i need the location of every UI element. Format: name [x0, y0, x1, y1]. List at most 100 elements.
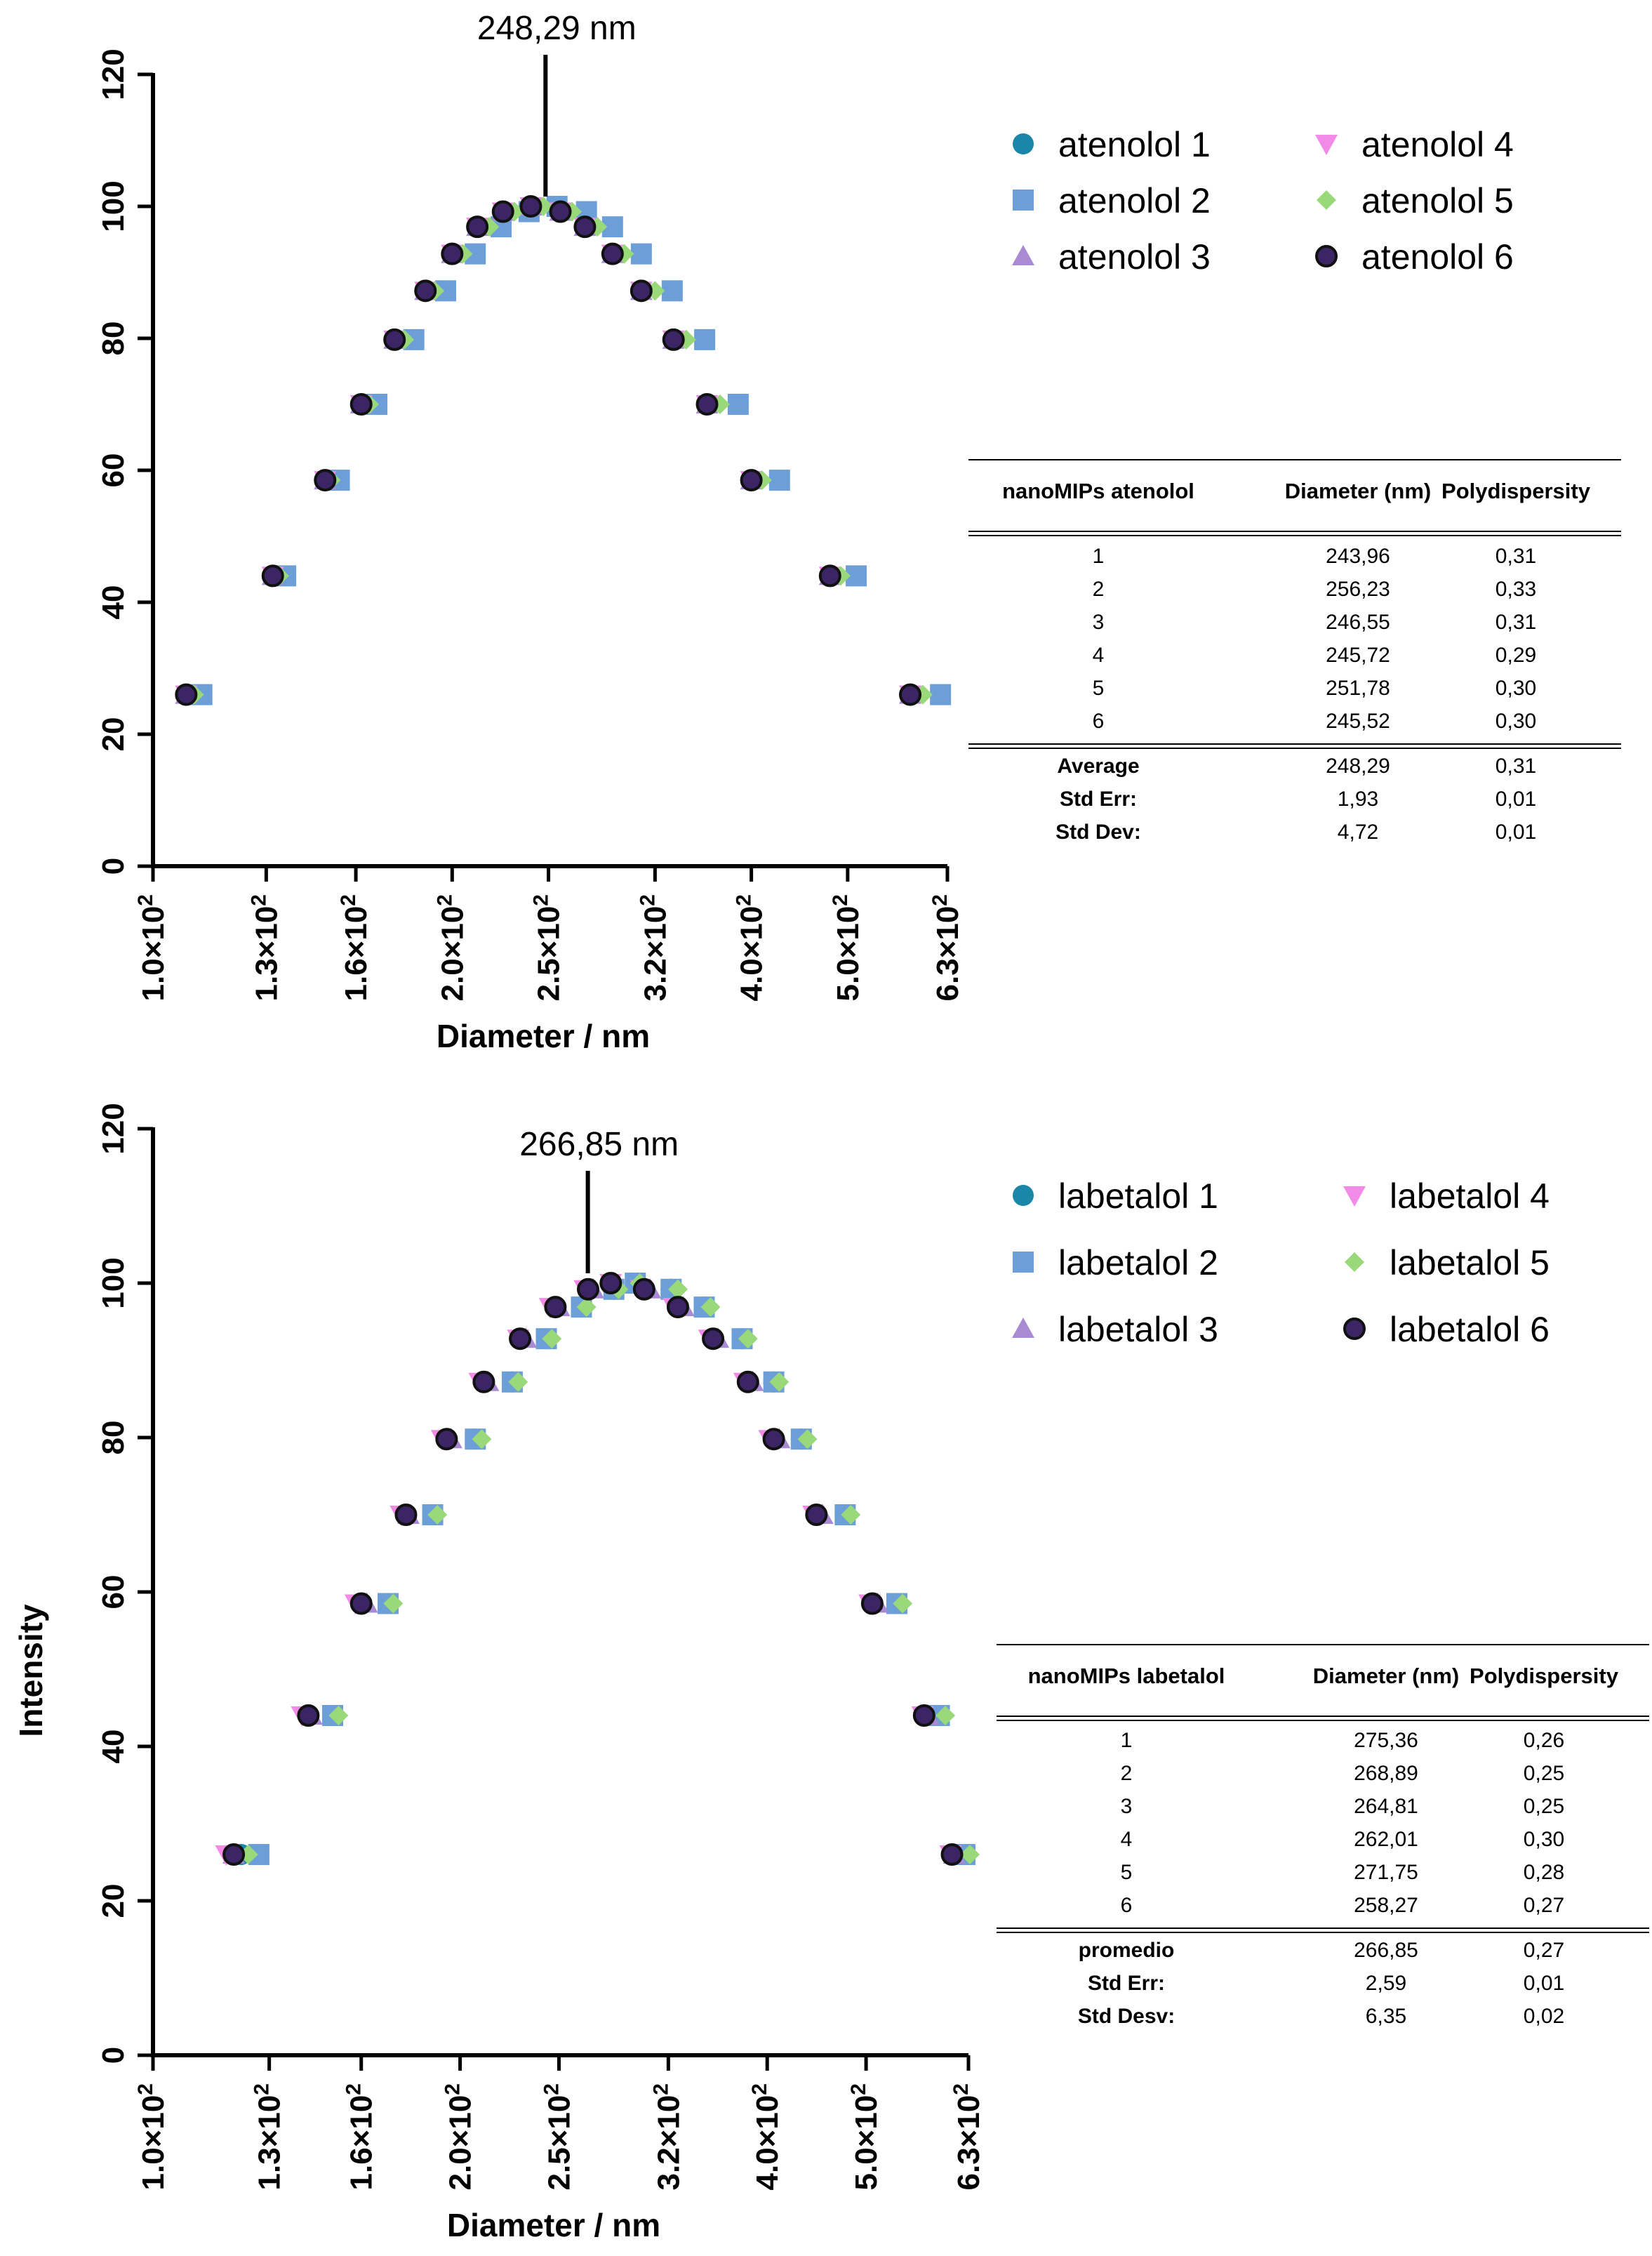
x-tick-exponent: 2	[134, 894, 157, 906]
peak-label: 266,85 nm	[519, 1126, 679, 1163]
x-tick-exponent: 2	[337, 894, 360, 906]
data-point	[727, 394, 749, 415]
legend-marker	[1013, 190, 1034, 211]
data-point	[349, 393, 373, 416]
y-axis-title: Intensity	[13, 1604, 49, 1737]
x-tick-label: 1.0×102	[134, 2083, 171, 2191]
x-tick-label: 1.3×102	[251, 2083, 287, 2191]
legend-marker	[1315, 135, 1338, 155]
table-cell: 0,26	[1524, 1729, 1564, 1752]
data-point	[769, 1372, 790, 1392]
data-point	[630, 243, 652, 265]
table-cell: 0,29	[1496, 644, 1536, 667]
x-tick-exponent: 2	[251, 2083, 274, 2095]
table-cell: 262,01	[1354, 1828, 1418, 1851]
series-1	[230, 1273, 975, 1865]
table-summary-cell: 2,59	[1366, 1972, 1406, 1995]
table-cell: 275,36	[1354, 1729, 1418, 1752]
table-cell: 5	[1093, 677, 1105, 700]
y-tick-label: 40	[96, 585, 131, 620]
x-tick-label: 2.5×102	[530, 894, 566, 1002]
y-tick-label: 0	[96, 858, 131, 875]
table-summary-cell: Average	[1057, 755, 1139, 778]
table-header-cell: Polydispersity	[1441, 479, 1591, 503]
table-summary-cell: 4,72	[1338, 821, 1378, 844]
table-summary-cell: 1,93	[1338, 788, 1378, 811]
data-point	[519, 195, 542, 218]
data-point	[694, 329, 716, 350]
legend-label: atenolol 2	[1058, 181, 1211, 220]
y-tick-label: 80	[96, 321, 131, 356]
legend-label: labetalol 3	[1058, 1310, 1218, 1349]
legend-label: labetalol 1	[1058, 1176, 1218, 1216]
chart-1: 0204060801001201.0×1021.3×1021.6×1022.0×…	[96, 10, 1621, 1054]
table-cell: 1	[1121, 1729, 1133, 1752]
legend-label: atenolol 6	[1361, 237, 1514, 277]
x-tick-label: 4.0×102	[748, 2083, 785, 2191]
data-point	[509, 1327, 532, 1351]
x-tick-exponent: 2	[342, 2083, 366, 2095]
table-cell: 246,55	[1326, 611, 1390, 634]
legend: labetalol 1 labetalol 2 labetalol 3 labetal…	[1012, 1176, 1550, 1349]
x-tick-label: 1.6×102	[337, 894, 373, 1002]
x-tick-exponent: 2	[247, 894, 270, 906]
table-cell: 0,33	[1496, 578, 1536, 601]
x-tick-mantissa: 2.0×10	[435, 906, 469, 1002]
data-point	[940, 1843, 964, 1866]
table-cell: 0,25	[1524, 1795, 1564, 1818]
table-cell: 0,31	[1496, 611, 1536, 634]
x-tick-mantissa: 1.3×10	[249, 906, 284, 1002]
x-tick-exponent: 2	[134, 2083, 157, 2095]
x-tick-mantissa: 6.3×10	[931, 906, 965, 1002]
x-tick-mantissa: 1.6×10	[345, 2095, 379, 2191]
table-summary-cell: 0,01	[1524, 1972, 1564, 1995]
table-cell: 0,25	[1524, 1762, 1564, 1785]
data-point	[662, 328, 685, 351]
table-cell: 5	[1121, 1861, 1133, 1884]
x-tick-mantissa: 1.6×10	[339, 906, 373, 1002]
data-point	[960, 1845, 980, 1864]
x-tick-mantissa: 3.2×10	[651, 2095, 686, 2191]
x-tick-mantissa: 5.0×10	[831, 906, 865, 1002]
data-point	[632, 1278, 655, 1301]
data-point	[314, 469, 337, 492]
data-point	[768, 470, 790, 491]
table-cell: 271,75	[1354, 1861, 1418, 1884]
table-cell: 3	[1121, 1795, 1133, 1818]
table-cell: 3	[1093, 611, 1105, 634]
data-point	[740, 469, 763, 492]
table-header-cell: Polydispersity	[1470, 1664, 1619, 1688]
table-header-cell: Diameter (nm)	[1285, 479, 1431, 503]
table-cell: 251,78	[1326, 677, 1390, 700]
table-cell: 0,30	[1496, 710, 1536, 733]
table-header-cell: nanoMIPs labetalol	[1028, 1664, 1225, 1688]
table-summary-cell: 248,29	[1326, 755, 1390, 778]
data-point	[893, 1593, 913, 1614]
data-point	[818, 564, 841, 588]
x-tick-mantissa: 2.0×10	[444, 2095, 478, 2191]
x-tick-exponent: 2	[530, 894, 553, 906]
table-cell: 0,27	[1524, 1894, 1564, 1917]
data-point	[435, 1428, 458, 1451]
data-point	[601, 242, 624, 265]
legend-label: atenolol 5	[1361, 181, 1514, 220]
data-point	[935, 1706, 956, 1725]
legend-label: labetalol 6	[1390, 1310, 1550, 1349]
series-5	[238, 1273, 980, 1864]
table-summary-cell: 0,01	[1496, 788, 1536, 811]
legend-label: labetalol 5	[1390, 1243, 1550, 1282]
x-tick-mantissa: 2.5×10	[542, 2095, 576, 2191]
table-cell: 0,28	[1524, 1861, 1564, 1884]
x-tick-label: 2.0×102	[433, 894, 469, 1002]
data-point	[860, 1592, 884, 1615]
data-point	[508, 1372, 528, 1392]
x-tick-exponent: 2	[829, 894, 852, 906]
legend-marker	[1345, 1252, 1364, 1272]
data-point	[427, 1505, 448, 1525]
series-3	[222, 1272, 966, 1864]
data-point	[899, 683, 922, 706]
legend-label: labetalol 2	[1058, 1243, 1218, 1282]
x-tick-label: 6.3×102	[928, 894, 965, 1002]
x-tick-label: 2.5×102	[540, 2083, 576, 2191]
